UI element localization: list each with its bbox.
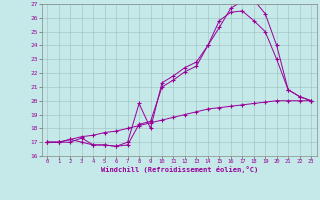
X-axis label: Windchill (Refroidissement éolien,°C): Windchill (Refroidissement éolien,°C) — [100, 166, 258, 173]
